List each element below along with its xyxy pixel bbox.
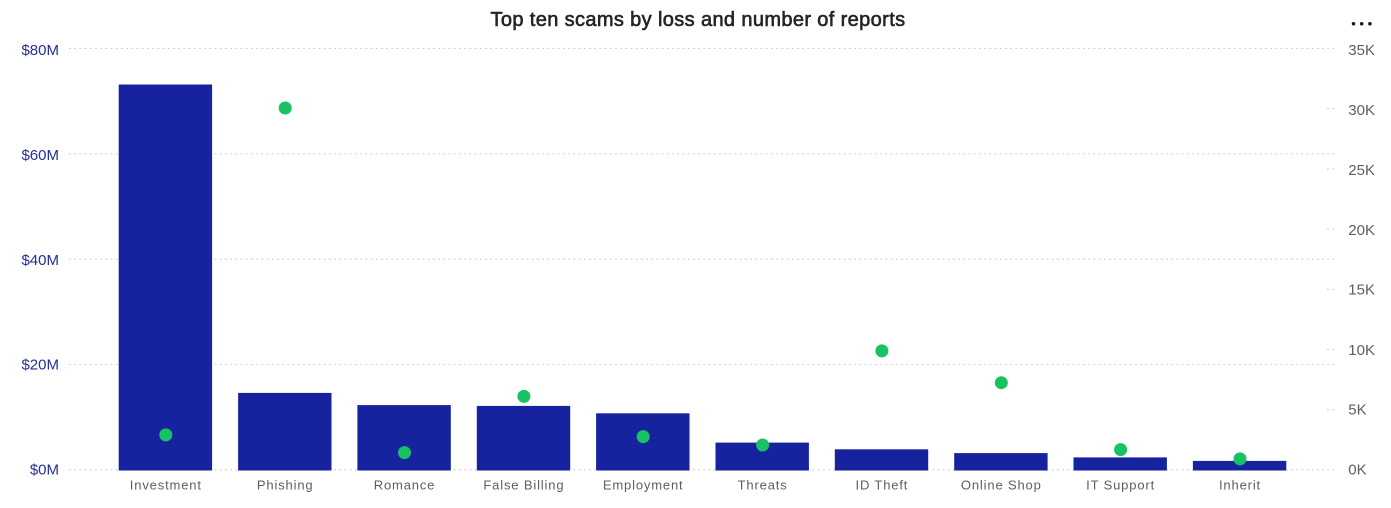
svg-text:Phishing: Phishing <box>257 477 314 492</box>
svg-text:False Billing: False Billing <box>483 477 564 492</box>
svg-text:Investment: Investment <box>130 477 202 492</box>
svg-text:$60M: $60M <box>21 147 59 164</box>
svg-text:35K: 35K <box>1348 42 1375 59</box>
svg-text:Top ten scams by loss and numb: Top ten scams by loss and number of repo… <box>491 9 906 31</box>
svg-text:0K: 0K <box>1348 462 1366 479</box>
svg-text:10K: 10K <box>1348 342 1375 359</box>
svg-text:$0M: $0M <box>30 462 59 479</box>
svg-text:15K: 15K <box>1348 282 1375 299</box>
svg-text:20K: 20K <box>1348 222 1375 239</box>
svg-text:Romance: Romance <box>374 477 436 492</box>
svg-text:5K: 5K <box>1348 402 1366 419</box>
svg-text:ID Theft: ID Theft <box>856 477 909 492</box>
svg-text:IT Support: IT Support <box>1086 477 1155 492</box>
svg-text:$80M: $80M <box>21 42 59 59</box>
svg-text:Threats: Threats <box>738 477 788 492</box>
svg-text:$40M: $40M <box>21 252 59 269</box>
svg-text:25K: 25K <box>1348 162 1375 179</box>
svg-text:$20M: $20M <box>21 357 59 374</box>
svg-text:Online Shop: Online Shop <box>961 477 1042 492</box>
svg-text:Employment: Employment <box>603 477 684 492</box>
svg-text:30K: 30K <box>1348 102 1375 119</box>
svg-text:Inherit: Inherit <box>1219 477 1261 492</box>
